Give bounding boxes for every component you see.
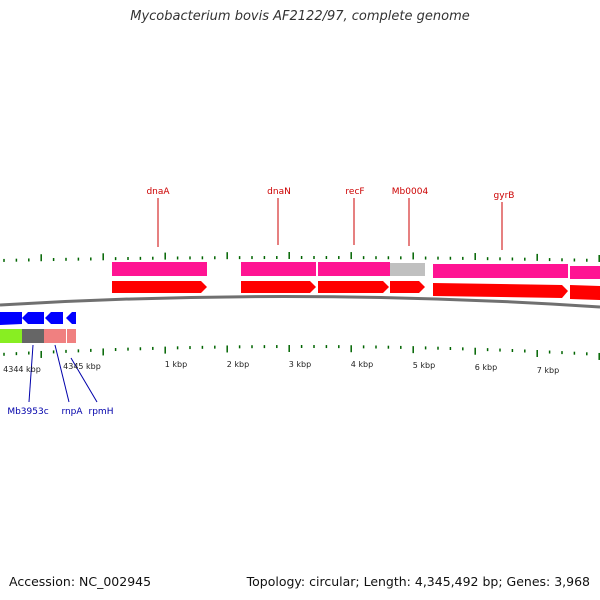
forward-gene-track [112,262,600,279]
reverse-cds-track [0,312,76,325]
cds-arrow-next[interactable] [570,285,600,300]
gene-label-gyrB[interactable]: gyrB [494,191,515,201]
gene-bar-gyrB[interactable] [433,264,568,278]
cds-arrow-dnaN[interactable] [241,281,316,293]
cds-arrow-gyrB[interactable] [433,283,568,298]
gene-label-recF[interactable]: recF [345,187,364,197]
scale-label: 4 kbp [351,360,373,369]
scale-label: 7 kbp [537,366,559,375]
gene-label-Mb3953c[interactable]: Mb3953c [7,407,48,417]
gene-bar-rpmH[interactable] [67,329,76,343]
scale-label: 6 kbp [475,363,497,372]
cds-arrow-rpmH[interactable] [66,312,76,324]
gene-label-rpmH[interactable]: rpmH [89,407,114,417]
gene-label-rnpA[interactable]: rnpA [61,407,83,417]
upper-tick-row [3,252,600,262]
scale-label: 5 kbp [413,361,435,370]
gene-bar-dnaA[interactable] [112,262,207,276]
forward-cds-track [112,281,600,300]
genome-summary: Topology: circular; Length: 4,345,492 bp… [246,574,590,589]
gene-bar-next[interactable] [570,266,600,279]
forward-label-group: dnaA dnaN recF Mb0004 gyrB [146,187,514,250]
reverse-gene-track [0,329,76,343]
reverse-label-group: Mb3953c rnpA rpmH [7,344,114,417]
accession-label: Accession: NC_002945 [9,574,152,589]
gene-label-dnaN[interactable]: dnaN [267,187,291,197]
scale-label: 3 kbp [289,360,311,369]
gene-label-Mb0004[interactable]: Mb0004 [392,187,429,197]
cds-arrow-dnaA[interactable] [112,281,207,293]
scale-label: 1 kbp [165,360,187,369]
gene-bar-Mb3953c[interactable] [0,329,22,343]
gene-bar-rnpA[interactable] [22,329,44,343]
gene-label-dnaA[interactable]: dnaA [146,187,170,197]
scale-label: 4344 kbp [3,365,41,374]
scale-label-group: 4344 kbp 4345 kbp 1 kbp 2 kbp 3 kbp 4 kb… [3,360,559,375]
leader-line [28,344,34,403]
cds-arrow-recF[interactable] [318,281,389,293]
leader-line [70,357,98,403]
cds-arrow-rpmH-a[interactable] [45,312,63,324]
cds-arrow-Mb3953c[interactable] [0,312,22,325]
gene-bar-dnaN[interactable] [241,262,316,276]
scale-label: 2 kbp [227,360,249,369]
cds-arrow-Mb0004[interactable] [390,281,425,293]
scale-label: 4345 kbp [63,362,101,371]
lower-tick-row [3,345,600,360]
gene-bar-rpmH-a[interactable] [44,329,66,343]
genome-backbone [0,294,600,309]
gene-bar-Mb0004[interactable] [390,263,425,276]
map-title: Mycobacterium bovis AF2122/97, complete … [130,9,470,24]
leader-line [54,344,70,403]
gene-bar-recF[interactable] [318,262,390,276]
cds-arrow-rnpA[interactable] [22,312,44,324]
